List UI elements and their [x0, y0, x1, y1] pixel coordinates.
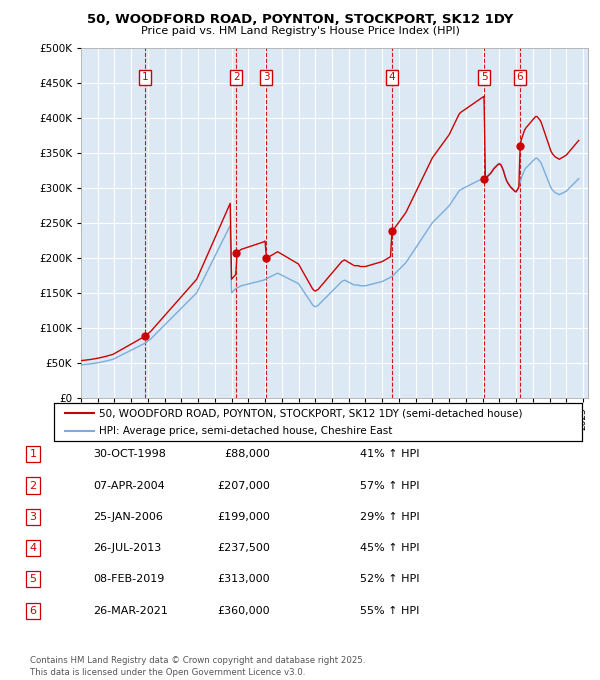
Text: 30-OCT-1998: 30-OCT-1998 [93, 449, 166, 459]
Text: 5: 5 [481, 72, 488, 82]
Text: 26-MAR-2021: 26-MAR-2021 [93, 606, 168, 615]
Text: 41% ↑ HPI: 41% ↑ HPI [360, 449, 419, 459]
Text: 55% ↑ HPI: 55% ↑ HPI [360, 606, 419, 615]
Text: £360,000: £360,000 [217, 606, 270, 615]
Text: 50, WOODFORD ROAD, POYNTON, STOCKPORT, SK12 1DY: 50, WOODFORD ROAD, POYNTON, STOCKPORT, S… [87, 12, 513, 26]
Text: 2: 2 [233, 72, 239, 82]
Text: £199,000: £199,000 [217, 512, 270, 522]
Text: 29% ↑ HPI: 29% ↑ HPI [360, 512, 419, 522]
Text: 2: 2 [29, 481, 37, 490]
Text: 4: 4 [388, 72, 395, 82]
Text: 25-JAN-2006: 25-JAN-2006 [93, 512, 163, 522]
Text: £88,000: £88,000 [224, 449, 270, 459]
Text: 3: 3 [29, 512, 37, 522]
Text: Contains HM Land Registry data © Crown copyright and database right 2025.
This d: Contains HM Land Registry data © Crown c… [30, 656, 365, 677]
Text: 07-APR-2004: 07-APR-2004 [93, 481, 165, 490]
Text: Price paid vs. HM Land Registry's House Price Index (HPI): Price paid vs. HM Land Registry's House … [140, 26, 460, 35]
Text: 3: 3 [263, 72, 269, 82]
Text: 4: 4 [29, 543, 37, 553]
Text: HPI: Average price, semi-detached house, Cheshire East: HPI: Average price, semi-detached house,… [99, 426, 392, 436]
Text: 08-FEB-2019: 08-FEB-2019 [93, 575, 164, 584]
Text: 26-JUL-2013: 26-JUL-2013 [93, 543, 161, 553]
Text: 6: 6 [29, 606, 37, 615]
Text: 45% ↑ HPI: 45% ↑ HPI [360, 543, 419, 553]
Text: 57% ↑ HPI: 57% ↑ HPI [360, 481, 419, 490]
Text: 1: 1 [142, 72, 148, 82]
Text: 52% ↑ HPI: 52% ↑ HPI [360, 575, 419, 584]
Text: £237,500: £237,500 [217, 543, 270, 553]
Text: 6: 6 [517, 72, 523, 82]
Text: 50, WOODFORD ROAD, POYNTON, STOCKPORT, SK12 1DY (semi-detached house): 50, WOODFORD ROAD, POYNTON, STOCKPORT, S… [99, 408, 523, 418]
Text: 1: 1 [29, 449, 37, 459]
Text: 5: 5 [29, 575, 37, 584]
Text: £313,000: £313,000 [217, 575, 270, 584]
Text: £207,000: £207,000 [217, 481, 270, 490]
